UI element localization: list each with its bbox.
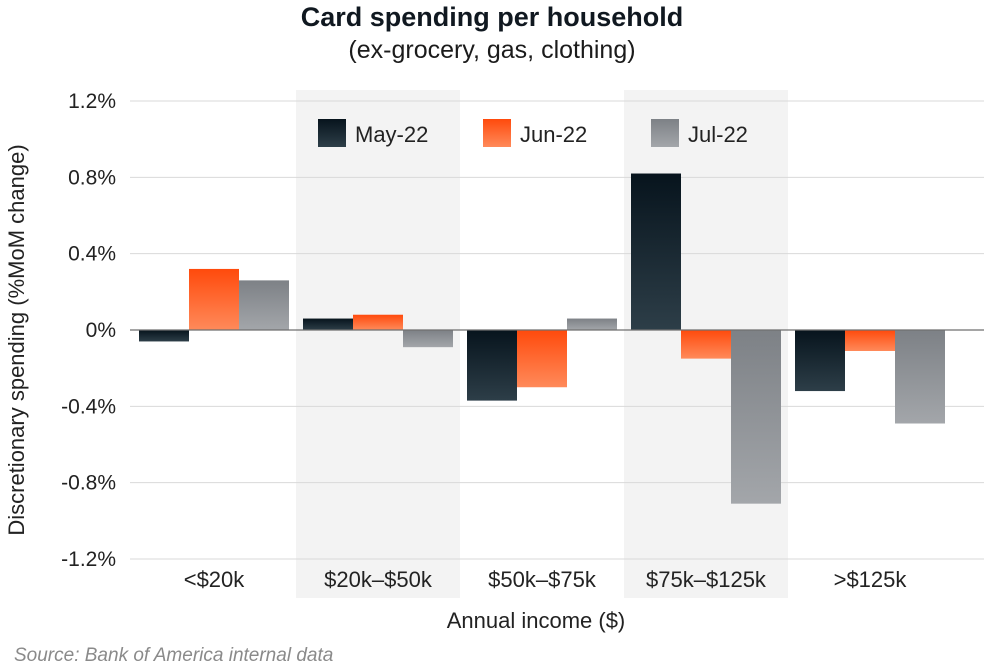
legend-swatch [483, 119, 511, 147]
bar-jun-22-4 [845, 330, 895, 351]
bar-jun-22-1 [353, 314, 403, 330]
legend-swatch [651, 119, 679, 147]
gridlines [130, 100, 984, 560]
legend-label: Jul-22 [688, 122, 748, 147]
bar-may-22-0 [139, 330, 189, 342]
x-axis-label: Annual income ($) [447, 608, 626, 633]
y-tick-label: 1.2% [68, 90, 116, 113]
bar-jul-22-4 [895, 330, 945, 424]
bar-jun-22-2 [517, 330, 567, 388]
y-axis-label: Discretionary spending (%MoM change) [4, 144, 29, 535]
legend: May-22 Jun-22 Jul-22 [318, 119, 748, 147]
y-tick-label: 0% [86, 319, 116, 342]
category-label: $50k–$75k [488, 567, 597, 592]
category-labels: <$20k $20k–$50k $50k–$75k $75k–$125k >$125k [184, 567, 908, 592]
bar-jul-22-1 [403, 330, 453, 348]
bar-jul-22-3 [731, 330, 781, 504]
legend-label: May-22 [355, 122, 428, 147]
source-note: Source: Bank of America internal data [14, 645, 333, 666]
bar-jun-22-3 [681, 330, 731, 359]
y-tick-label: 0.4% [68, 243, 116, 266]
chart-subtitle: (ex-grocery, gas, clothing) [348, 36, 635, 64]
y-tick-label: -0.8% [61, 472, 116, 495]
legend-label: Jun-22 [520, 122, 587, 147]
legend-swatch [318, 119, 346, 147]
bar-jul-22-0 [239, 280, 289, 330]
bar-jul-22-2 [567, 318, 617, 330]
y-tick-label: -0.4% [61, 395, 116, 418]
y-tick-label: -1.2% [61, 548, 116, 571]
bar-may-22-1 [303, 318, 353, 330]
bar-may-22-4 [795, 330, 845, 392]
category-label: $75k–$125k [646, 567, 767, 592]
category-label: <$20k [184, 567, 246, 592]
bar-may-22-3 [631, 173, 681, 330]
category-label: >$125k [834, 567, 908, 592]
chart-title: Card spending per household [301, 2, 684, 32]
bar-may-22-2 [467, 330, 517, 401]
y-tick-label: 0.8% [68, 166, 116, 189]
bar-jun-22-0 [189, 268, 239, 330]
bars [139, 173, 945, 504]
category-label: $20k–$50k [324, 567, 433, 592]
y-tick-labels: 1.2% 0.8% 0.4% 0% -0.4% -0.8% -1.2% [61, 90, 116, 571]
